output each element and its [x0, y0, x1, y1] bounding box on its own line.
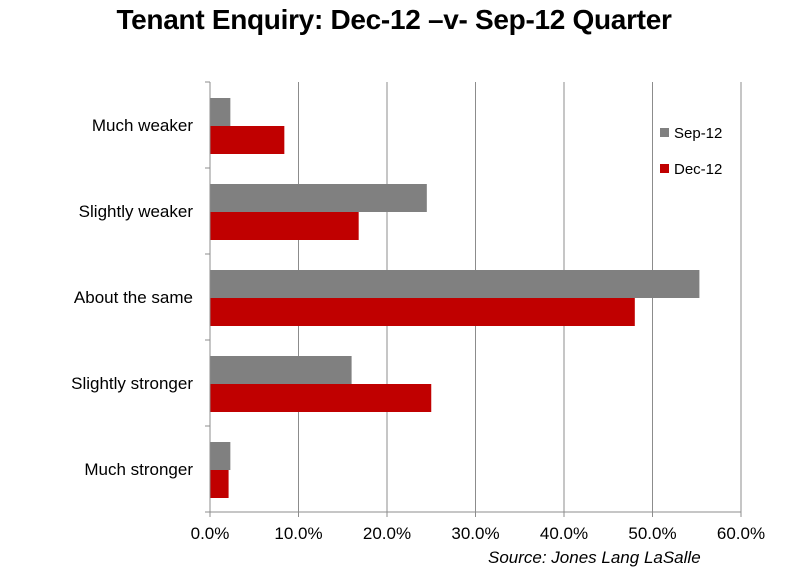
bar-dec-12-about-the-same	[210, 298, 635, 326]
bar-dec-12-much-weaker	[210, 126, 285, 154]
bar-dec-12-slightly-stronger	[210, 384, 432, 412]
legend-label-dec-12: Dec-12	[674, 161, 722, 178]
category-label: Slightly stronger	[71, 374, 193, 393]
legend-swatch-sep-12	[660, 128, 669, 137]
x-tick-label: 30.0%	[451, 524, 499, 543]
bar-sep-12-much-stronger	[210, 442, 231, 470]
bar-dec-12-slightly-weaker	[210, 212, 359, 240]
category-labels: Much weaker Slightly weaker About the same…	[71, 116, 193, 479]
legend-swatch-dec-12	[660, 164, 669, 173]
x-tick-label: 60.0%	[717, 524, 765, 543]
bar-sep-12-about-the-same	[210, 270, 700, 298]
chart-title: Tenant Enquiry: Dec-12 –v- Sep-12 Quarte…	[116, 4, 672, 35]
x-tick-label: 50.0%	[628, 524, 676, 543]
bar-sep-12-slightly-weaker	[210, 184, 427, 212]
category-label: Much weaker	[92, 116, 193, 135]
x-tick-label: 10.0%	[274, 524, 322, 543]
source-note: Source: Jones Lang LaSalle	[488, 548, 701, 567]
axes	[205, 81, 742, 517]
x-tick-label: 0.0%	[191, 524, 230, 543]
x-tick-label: 40.0%	[540, 524, 588, 543]
x-tick-label: 20.0%	[363, 524, 411, 543]
legend-label-sep-12: Sep-12	[674, 125, 722, 142]
bar-sep-12-slightly-stronger	[210, 356, 352, 384]
legend: Sep-12 Dec-12	[660, 125, 722, 178]
category-label: Much stronger	[84, 460, 193, 479]
category-label: About the same	[74, 288, 193, 307]
bar-sep-12-much-weaker	[210, 98, 231, 126]
bars	[210, 98, 700, 498]
category-label: Slightly weaker	[79, 202, 194, 221]
x-tick-labels: 0.0% 10.0% 20.0% 30.0% 40.0% 50.0% 60.0%	[191, 524, 765, 543]
bar-dec-12-much-stronger	[210, 470, 229, 498]
